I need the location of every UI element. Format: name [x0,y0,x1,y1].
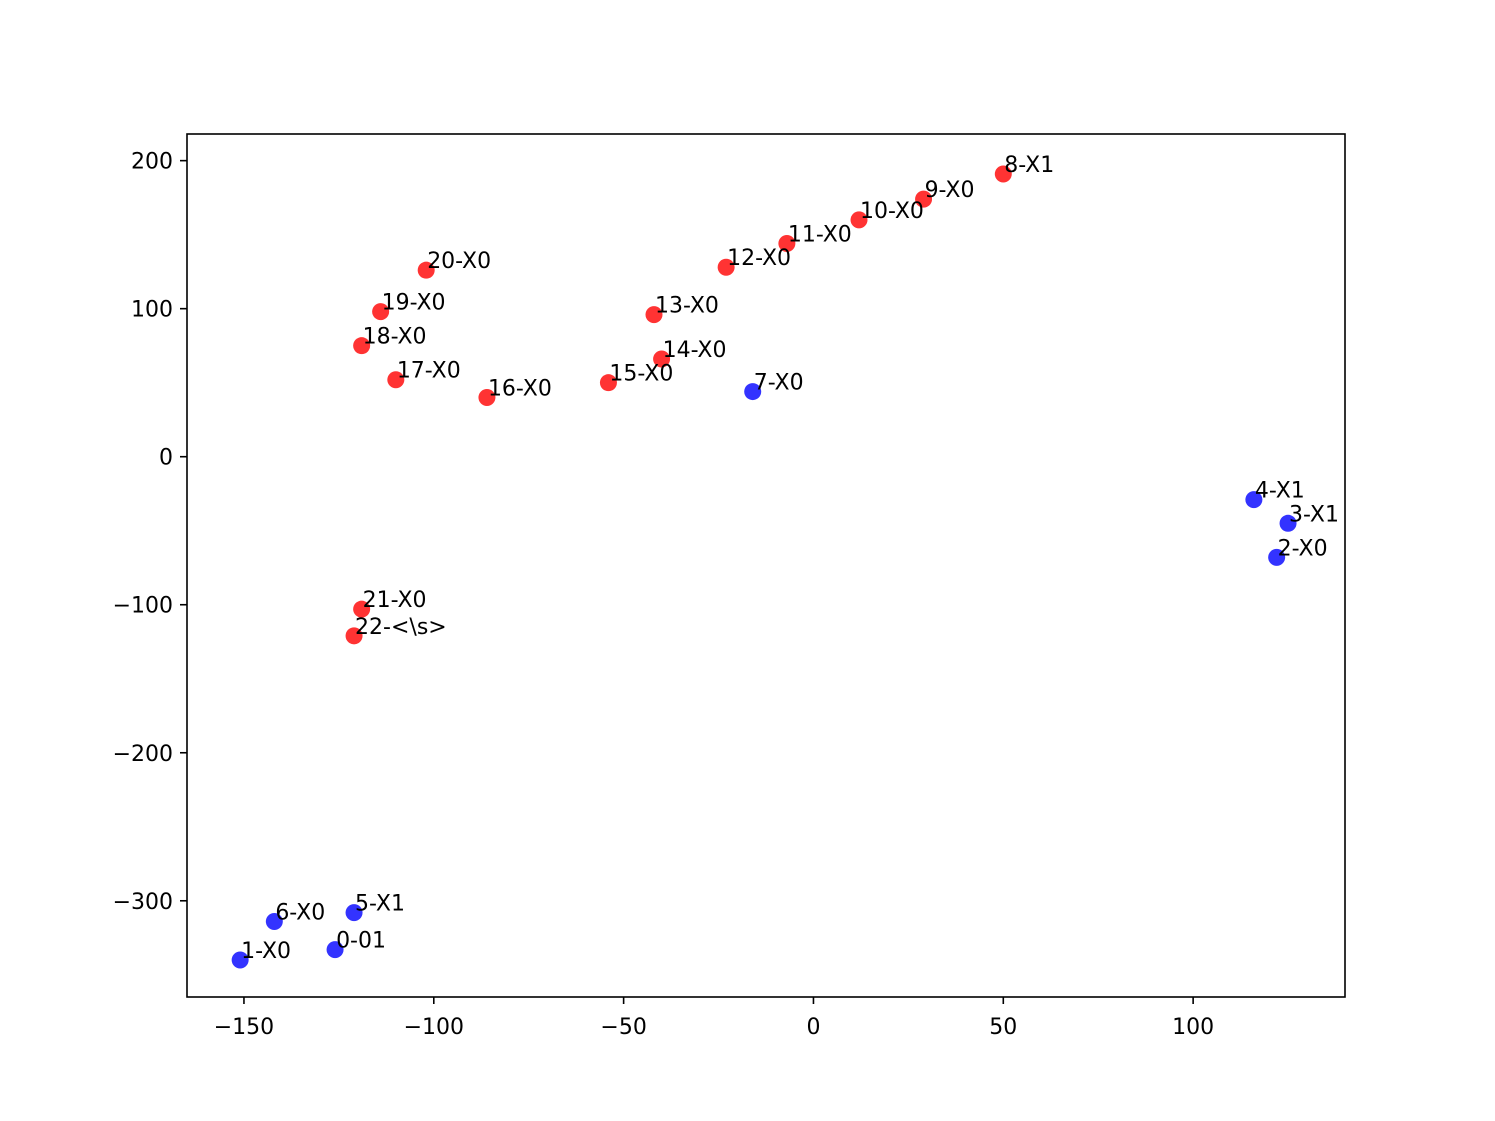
data-point [994,165,1012,183]
point-label: 7-X0 [754,371,804,396]
data-point [345,627,363,645]
y-tick-label: −200 [113,742,173,767]
point-label: 17-X0 [397,359,461,384]
point-label: 19-X0 [382,291,446,316]
point-label: 4-X1 [1255,479,1305,504]
point-label: 13-X0 [655,294,719,319]
data-point [778,235,796,253]
data-point [231,951,249,969]
data-point [326,941,344,959]
point-label: 14-X0 [663,338,727,363]
point-label: 12-X0 [727,246,791,271]
data-point [645,306,663,324]
point-label: 8-X1 [1004,153,1054,178]
point-label: 2-X0 [1278,536,1328,561]
plot-frame [186,133,1346,998]
x-tick-label: 100 [1172,1015,1214,1040]
point-label: 15-X0 [609,362,673,387]
x-tick-label: −50 [600,1015,646,1040]
point-label: 18-X0 [363,325,427,350]
point-label: 1-X0 [241,939,291,964]
x-axis: −150 −100 −50 0 50 100 [214,997,1214,1040]
point-label: 0-01 [336,929,386,954]
data-points [231,165,1297,969]
data-point [717,258,735,276]
y-axis: −300 −200 −100 0 100 200 [113,150,187,915]
data-point [353,337,371,355]
point-label: 5-X1 [355,892,405,917]
point-label: 11-X0 [788,223,852,248]
data-point [345,904,363,922]
data-point [915,190,933,208]
point-label: 3-X1 [1289,502,1339,527]
x-tick-label: −100 [404,1015,464,1040]
point-label: 6-X0 [275,901,325,926]
y-tick-label: 100 [131,298,173,323]
data-point [265,913,283,931]
data-point [1245,491,1263,509]
data-point [850,211,868,229]
point-label: 22-<\s> [355,615,447,640]
data-point [1268,548,1286,566]
data-point [599,374,617,392]
y-tick-label: 0 [159,446,173,471]
point-labels: 0-01 1-X0 2-X0 3-X14-X1 5-X1 6-X0 7-X0 8-X1 9-X0… [241,153,1339,964]
point-label: 9-X0 [925,178,975,203]
y-tick-label: −300 [113,890,173,915]
data-point [372,303,390,321]
data-point [353,600,371,618]
data-point [1279,514,1297,532]
data-point [387,371,405,389]
data-point [417,261,435,279]
point-label: 21-X0 [363,588,427,613]
point-label: 20-X0 [427,249,491,274]
x-tick-label: 50 [989,1015,1017,1040]
y-tick-label: −100 [113,594,173,619]
y-tick-label: 200 [131,150,173,175]
x-tick-label: −150 [214,1015,274,1040]
data-point [478,388,496,406]
x-tick-label: 0 [806,1015,820,1040]
data-point [744,383,762,401]
data-point [653,350,671,368]
point-label: 10-X0 [860,199,924,224]
point-label: 16-X0 [488,376,552,401]
